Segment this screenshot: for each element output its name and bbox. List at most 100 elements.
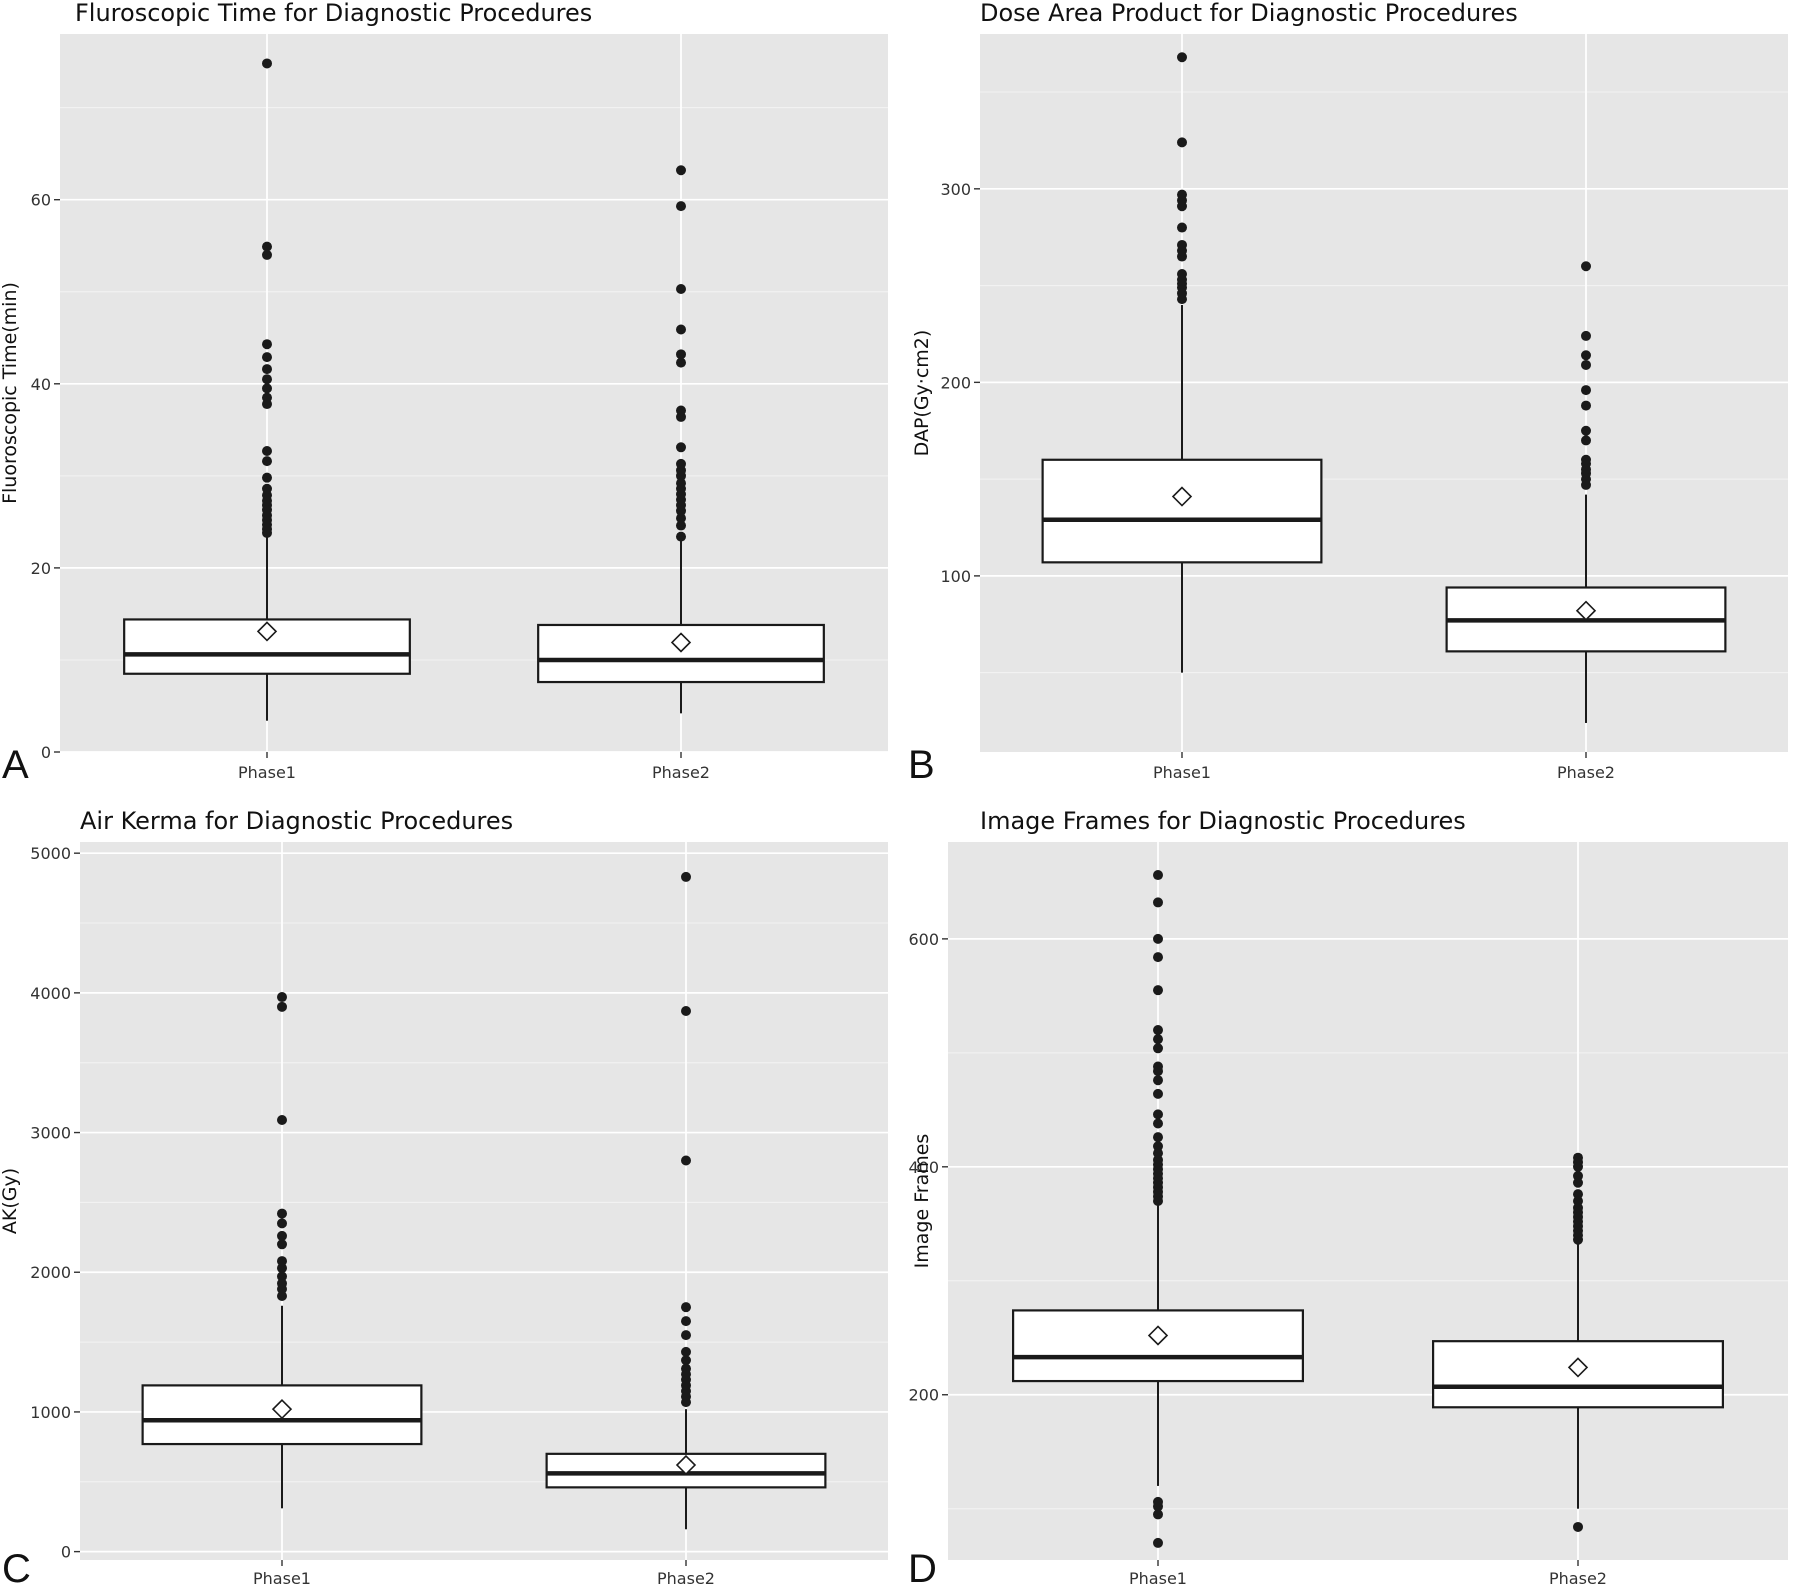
panel-d-y-tick-label: 200 [908, 1386, 939, 1405]
mean-marker [1171, 486, 1193, 507]
outlier-point [1573, 1189, 1583, 1200]
panel-a-y-tick-label: 40 [31, 375, 51, 394]
panel-b-title: Dose Area Product for Diagnostic Procedu… [980, 0, 1518, 27]
outlier-point [1153, 1154, 1163, 1165]
panel-d-y-axis-label: Image Frames [911, 1134, 933, 1269]
outlier-point [262, 241, 272, 252]
panel-d-title: Image Frames for Diagnostic Procedures [980, 807, 1466, 835]
panel-c-x-tick-label: Phase1 [253, 1569, 311, 1586]
outlier-point [262, 445, 272, 456]
outlier-point [676, 165, 686, 176]
outlier-point [681, 1006, 691, 1017]
outlier-point [262, 58, 272, 69]
outlier-point [681, 1346, 691, 1357]
outlier-point [1153, 1075, 1163, 1086]
outlier-point [1581, 261, 1591, 272]
mean-marker [271, 1399, 293, 1420]
panel-b-y-tick-label: 300 [940, 180, 971, 199]
outlier-point [277, 1208, 287, 1219]
panel-c-y-axis-label: AK(Gy) [0, 1168, 21, 1234]
outlier-point [1581, 385, 1591, 396]
panel-d-y-tick-label: 600 [908, 930, 939, 949]
panel-a-letter: A [2, 743, 29, 787]
outlier-point [262, 472, 272, 483]
iqr-box [1041, 458, 1323, 564]
outlier-point [676, 458, 686, 469]
panel-a-y-axis-label: Fluoroscopic Time(min) [0, 282, 21, 504]
outlier-point [277, 1239, 287, 1250]
outlier-point [1177, 52, 1187, 63]
outlier-point [1581, 359, 1591, 370]
outlier-point [277, 1290, 287, 1301]
outlier-point [1581, 435, 1591, 446]
panel-b-y-tick-label: 200 [940, 373, 971, 392]
outlier-point [681, 1330, 691, 1341]
panel-a-y-tick-label: 20 [31, 559, 51, 578]
outlier-point [1153, 870, 1163, 881]
outlier-point [681, 1363, 691, 1374]
outlier-point [277, 1230, 287, 1241]
outlier-point [277, 1001, 287, 1012]
outlier-point [1153, 933, 1163, 944]
panel-b-letter: B [908, 743, 935, 787]
outlier-point [1153, 1043, 1163, 1054]
outlier-point [681, 1355, 691, 1366]
outlier-point [1153, 1132, 1163, 1143]
outlier-point [1177, 239, 1187, 250]
outlier-point [1573, 1521, 1583, 1532]
mean-marker [256, 621, 278, 642]
outlier-point [681, 871, 691, 882]
panel-a-title: Fluroscopic Time for Diagnostic Procedur… [75, 0, 592, 27]
outlier-point [676, 478, 686, 489]
outlier-point [1581, 454, 1591, 465]
outlier-point [1153, 1034, 1163, 1045]
outlier-point [676, 357, 686, 368]
iqr-box [123, 618, 411, 675]
outlier-point [1573, 1152, 1583, 1163]
outlier-point [676, 442, 686, 453]
panel-b: 100 200 300 Phase1 Phase2 Dose Area Product f… [908, 0, 1788, 787]
outlier-point [681, 1302, 691, 1313]
outlier-point [277, 1218, 287, 1229]
panel-b-x-tick-label: Phase1 [1153, 763, 1211, 782]
outlier-point [676, 324, 686, 335]
panel-b-y-axis-label: DAP(Gy·cm2) [911, 330, 933, 457]
outlier-point [1573, 1177, 1583, 1188]
outlier-point [277, 1278, 287, 1289]
panel-d-x-tick-label: Phase2 [1549, 1569, 1607, 1586]
mean-marker [1147, 1325, 1169, 1346]
outlier-point [262, 392, 272, 403]
panel-b-box-phase1 [1041, 52, 1323, 673]
outlier-point [676, 520, 686, 531]
outlier-point [676, 201, 686, 212]
panel-a-x-tick-label: Phase2 [652, 763, 710, 782]
outlier-point [1153, 1537, 1163, 1548]
panel-c: 0 1000 2000 3000 4000 5000 Phase1 Phase2 Air Ker… [0, 807, 888, 1586]
outlier-point [676, 531, 686, 542]
outlier-point [1177, 189, 1187, 200]
outlier-point [1153, 1496, 1163, 1507]
outlier-point [262, 383, 272, 394]
outlier-point [1573, 1196, 1583, 1206]
panel-d-box-phase2 [1431, 1152, 1724, 1532]
panel-c-y-tick-label: 4000 [30, 984, 71, 1003]
panel-c-box-phase2 [545, 871, 827, 1530]
outlier-point [1153, 897, 1163, 908]
mean-marker [1575, 600, 1597, 621]
outlier-point [1177, 222, 1187, 233]
outlier-point [676, 513, 686, 524]
outlier-point [681, 1155, 691, 1166]
panel-c-x-tick-label: Phase2 [657, 1569, 715, 1586]
panel-c-y-tick-label: 2000 [30, 1263, 71, 1282]
outlier-point [262, 483, 272, 494]
outlier-point [681, 1316, 691, 1327]
panel-d-box-phase1 [1011, 870, 1304, 1548]
outlier-point [1177, 137, 1187, 148]
panel-c-box-phase1 [141, 992, 423, 1509]
outlier-point [1153, 1109, 1163, 1120]
panel-b-y-tick-label: 100 [940, 567, 971, 586]
panel-b-x-tick-label: Phase2 [1557, 763, 1615, 782]
panel-d-x-tick-label: Phase1 [1129, 1569, 1187, 1586]
panel-c-title: Air Kerma for Diagnostic Procedures [80, 807, 513, 835]
